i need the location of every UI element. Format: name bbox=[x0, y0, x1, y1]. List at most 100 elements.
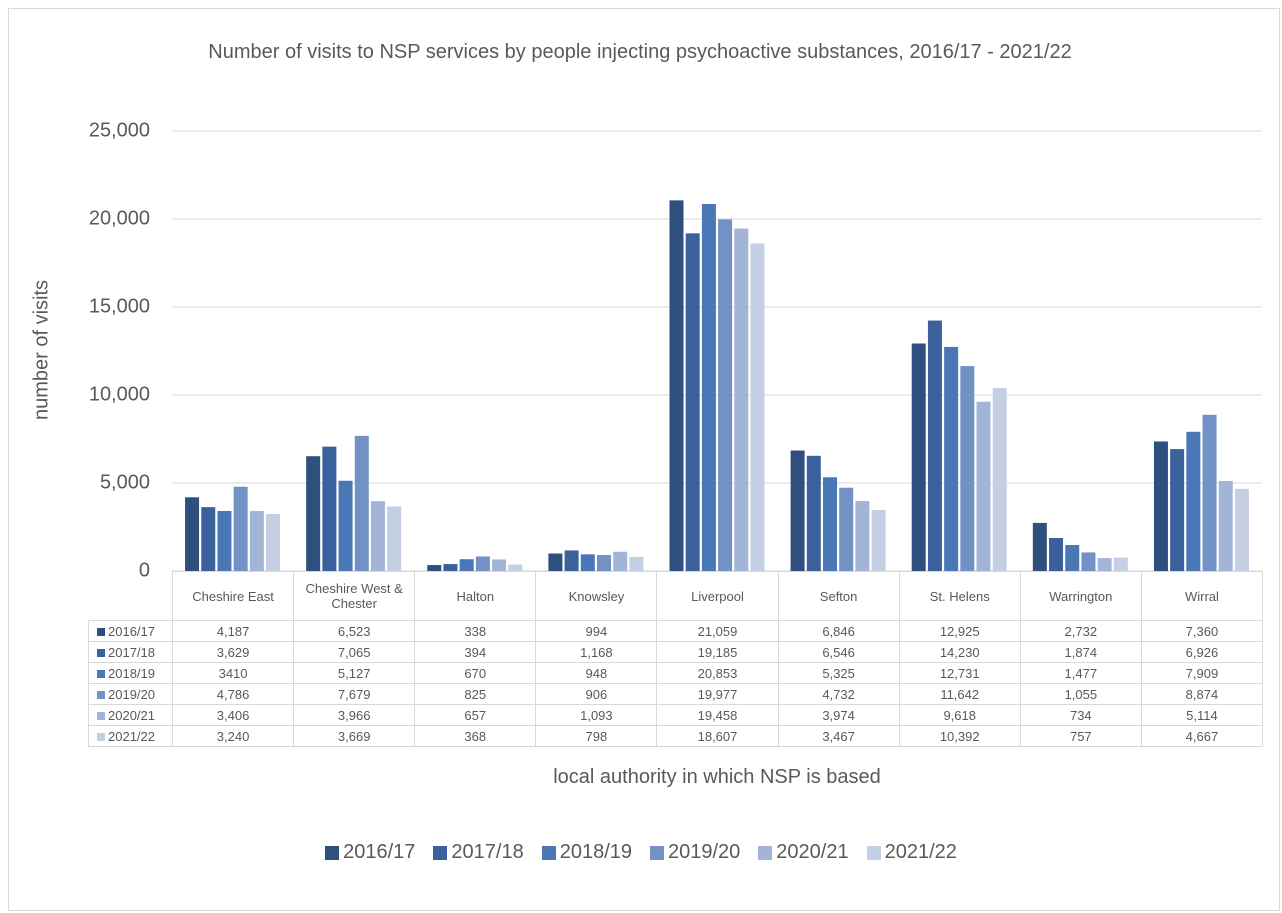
row-header: 2016/17 bbox=[88, 620, 173, 642]
table-value: 19,185 bbox=[656, 641, 779, 663]
table-row: 2016/17 4,187 6,523 338 994 21,059 6,846 12,925… bbox=[88, 620, 1263, 642]
bar bbox=[839, 487, 854, 571]
y-tick-label: 0 bbox=[139, 559, 150, 581]
table-value: 12,925 bbox=[898, 620, 1021, 642]
table-value: 4,786 bbox=[171, 683, 295, 705]
table-value: 9,618 bbox=[898, 704, 1021, 726]
bar bbox=[217, 510, 232, 571]
bar bbox=[734, 228, 749, 572]
series-name: 2019/20 bbox=[108, 686, 155, 702]
data-table: Cheshire East Cheshire West & Chester Halt… bbox=[88, 571, 1263, 747]
bar bbox=[564, 550, 579, 571]
table-value: 4,667 bbox=[1140, 725, 1263, 747]
bar bbox=[354, 435, 369, 571]
bar bbox=[185, 497, 200, 571]
legend-item: 2019/20 bbox=[650, 841, 740, 864]
table-value: 4,732 bbox=[777, 683, 900, 705]
table-value: 3,966 bbox=[293, 704, 416, 726]
table-value: 734 bbox=[1019, 704, 1142, 726]
table-value: 7,679 bbox=[293, 683, 416, 705]
series-name: 2018/19 bbox=[108, 665, 155, 681]
category-label: Cheshire East bbox=[171, 571, 295, 621]
bar bbox=[806, 455, 821, 571]
row-header: 2019/20 bbox=[88, 683, 173, 705]
bar bbox=[927, 320, 942, 571]
table-row: 2018/19 3410 5,127 670 948 20,853 5,325 12,731 1… bbox=[88, 662, 1263, 684]
x-axis-label: local authority in which NSP is based bbox=[553, 766, 881, 788]
table-value: 757 bbox=[1019, 725, 1142, 747]
table-value: 5,114 bbox=[1140, 704, 1263, 726]
bar bbox=[685, 233, 700, 571]
table-value: 1,093 bbox=[535, 704, 658, 726]
bar bbox=[911, 343, 926, 571]
table-value: 5,325 bbox=[777, 662, 900, 684]
table-value: 7,909 bbox=[1140, 662, 1263, 684]
bar bbox=[580, 554, 595, 571]
legend-swatch bbox=[650, 845, 664, 860]
bar bbox=[944, 346, 959, 571]
bar bbox=[233, 486, 248, 571]
legend-swatch bbox=[758, 845, 773, 860]
bar bbox=[701, 203, 716, 572]
legend-item: 2017/18 bbox=[433, 841, 524, 864]
chart-title: Number of visits to NSP services by peop… bbox=[208, 41, 1072, 63]
y-tick-label: 15,000 bbox=[89, 295, 150, 317]
y-tick-label: 20,000 bbox=[89, 207, 150, 229]
table-value: 7,360 bbox=[1140, 620, 1263, 642]
legend-swatch bbox=[325, 845, 340, 860]
table-row: 2019/20 4,786 7,679 825 906 19,977 4,732 11,642… bbox=[88, 683, 1263, 705]
legend-swatch bbox=[541, 845, 556, 860]
category-label: Halton bbox=[414, 571, 537, 621]
category-label: Warrington bbox=[1019, 571, 1142, 621]
table-value: 368 bbox=[414, 725, 537, 747]
bar bbox=[1218, 480, 1233, 571]
chart-frame bbox=[8, 8, 1280, 911]
category-label: St. Helens bbox=[898, 571, 1021, 621]
row-swatch bbox=[97, 648, 105, 657]
table-row: 2017/18 3,629 7,065 394 1,168 19,185 6,546 14,2… bbox=[88, 641, 1263, 663]
table-value: 906 bbox=[535, 683, 658, 705]
bar bbox=[823, 477, 838, 571]
category-label: Cheshire West & Chester bbox=[293, 571, 416, 621]
table-row: 2021/22 3,240 3,669 368 798 18,607 3,467 10,392… bbox=[88, 725, 1263, 747]
table-value: 1,168 bbox=[535, 641, 658, 663]
bar bbox=[629, 556, 644, 571]
table-value: 4,187 bbox=[171, 620, 295, 642]
y-tick-label: 5,000 bbox=[100, 471, 150, 493]
table-value: 5,127 bbox=[293, 662, 416, 684]
bar bbox=[427, 565, 442, 571]
bar bbox=[1170, 449, 1185, 571]
bar bbox=[548, 553, 563, 571]
row-swatch bbox=[97, 711, 105, 720]
category-label: Sefton bbox=[777, 571, 900, 621]
legend-label: 2020/21 bbox=[776, 841, 849, 863]
table-value: 1,055 bbox=[1019, 683, 1142, 705]
legend-item: 2020/21 bbox=[758, 841, 849, 864]
bar bbox=[338, 480, 353, 571]
bar bbox=[266, 513, 281, 571]
table-value: 394 bbox=[414, 641, 537, 663]
table-value: 20,853 bbox=[656, 662, 779, 684]
table-value: 6,846 bbox=[777, 620, 900, 642]
series-name: 2020/21 bbox=[108, 707, 155, 723]
bar bbox=[443, 564, 458, 571]
row-header: 2018/19 bbox=[88, 662, 173, 684]
bar bbox=[1065, 545, 1080, 571]
bar bbox=[322, 446, 337, 571]
category-label: Liverpool bbox=[656, 571, 779, 621]
bar bbox=[1234, 488, 1249, 571]
table-value: 19,977 bbox=[656, 683, 779, 705]
row-header: 2020/21 bbox=[88, 704, 173, 726]
table-value: 11,642 bbox=[898, 683, 1021, 705]
table-value: 657 bbox=[414, 704, 537, 726]
bar bbox=[387, 506, 402, 571]
legend-item: 2018/19 bbox=[541, 841, 632, 864]
table-value: 338 bbox=[414, 620, 537, 642]
legend: 2016/17 2017/18 2018/19 2019/20 2020/21 2021/… bbox=[0, 841, 1282, 864]
table-value: 3,629 bbox=[171, 641, 295, 663]
bar bbox=[1049, 538, 1064, 571]
legend-item: 2021/22 bbox=[866, 841, 957, 864]
table-value: 10,392 bbox=[898, 725, 1021, 747]
y-axis-label: number of visits bbox=[30, 280, 52, 420]
